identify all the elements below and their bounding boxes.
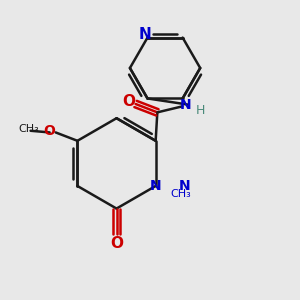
Text: N: N: [138, 27, 151, 42]
Text: CH₃: CH₃: [19, 124, 39, 134]
Text: O: O: [122, 94, 135, 109]
Text: O: O: [44, 124, 56, 138]
Text: N: N: [178, 179, 190, 193]
Text: O: O: [110, 236, 123, 250]
Text: H: H: [196, 104, 206, 117]
Text: N: N: [150, 179, 161, 193]
Text: N: N: [179, 98, 191, 112]
Text: CH₃: CH₃: [170, 189, 191, 199]
